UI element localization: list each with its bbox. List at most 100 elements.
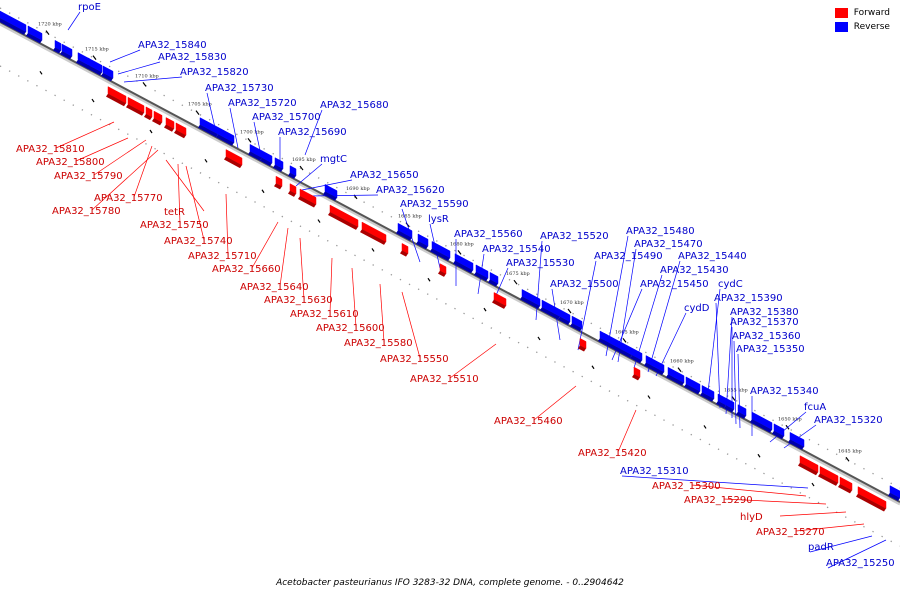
reverse-gene-label: rpoE <box>78 2 101 13</box>
reverse-gene-arrow-shadow <box>416 240 428 250</box>
reverse-gene-arrow-shadow <box>453 260 473 274</box>
reverse-leader-line <box>707 288 721 393</box>
legend-reverse-label: Reverse <box>853 22 890 32</box>
tick-label: 1645 kbp <box>838 448 862 454</box>
label-leader-lines <box>55 11 887 569</box>
reverse-gene-label: APA32_15720 <box>228 98 297 109</box>
forward-gene-label: APA32_15460 <box>494 416 563 427</box>
tick-label: 1675 kbp <box>506 271 530 277</box>
reverse-gene-label: APA32_15360 <box>732 331 801 342</box>
reverse-gene-label: APA32_15840 <box>138 40 207 51</box>
forward-gene-arrow-shadow <box>274 183 282 190</box>
reverse-gene-arrow-shadow <box>684 383 700 395</box>
forward-leader-line <box>449 343 497 379</box>
reverse-gene-label: APA32_15690 <box>278 127 347 138</box>
forward-leader-line <box>177 163 181 225</box>
forward-gene-label: APA32_15550 <box>380 354 449 365</box>
reverse-gene-arrow-shadow <box>602 340 632 359</box>
tick-label: 1705 kbp <box>188 102 212 108</box>
reverse-gene-arrow-shadow <box>60 51 72 60</box>
forward-gene-label: APA32_15640 <box>240 282 309 293</box>
reverse-leader-line <box>301 179 353 191</box>
forward-gene-arrow-shadow <box>818 473 838 486</box>
forward-gene-label: APA32_15290 <box>684 495 753 506</box>
tick-mark <box>703 425 707 429</box>
reverse-gene-arrow-shadow <box>216 134 234 146</box>
forward-gene-label: APA32_15610 <box>290 309 359 320</box>
reverse-gene-arrow-shadow <box>488 279 498 287</box>
tick-label: 1700 kbp <box>240 129 264 135</box>
tick-mark <box>483 307 487 312</box>
forward-gene-arrow-shadow <box>144 113 152 121</box>
reverse-gene-label: APA32_15470 <box>634 239 703 250</box>
reverse-leader-line <box>117 61 161 75</box>
tick-mark <box>513 279 518 285</box>
tick-mark <box>591 365 595 370</box>
reverse-leader-line <box>725 316 733 415</box>
reverse-gene-arrow-shadow <box>700 392 714 402</box>
reverse-gene-label: APA32_15500 <box>550 279 619 290</box>
tick-label: 1695 kbp <box>292 157 316 163</box>
tick-mark <box>457 249 462 255</box>
reverse-gene-label: APA32_15320 <box>814 415 883 426</box>
tick-mark <box>195 110 200 115</box>
reverse-gene-label: APA32_15310 <box>620 466 689 477</box>
dotted-guide-lines <box>0 7 900 547</box>
forward-gene-arrow-shadow <box>152 118 162 126</box>
reverse-leader-line <box>309 194 379 197</box>
tick-mark <box>845 456 850 462</box>
reverse-leader-line <box>123 76 183 83</box>
forward-gene-arrow-shadow <box>632 374 640 381</box>
forward-gene-arrow-shadow <box>438 270 446 277</box>
tick-mark <box>142 81 147 87</box>
forward-gene-arrow-shadow <box>360 229 386 245</box>
reverse-leader-line <box>229 107 239 149</box>
forward-gene-label: APA32_15740 <box>164 236 233 247</box>
forward-gene-label: tetR <box>164 207 185 218</box>
forward-leader-line <box>401 291 421 359</box>
forward-gene-label: APA32_15300 <box>652 481 721 492</box>
reverse-gene-label: APA32_15340 <box>750 386 819 397</box>
reverse-gene-label: fcuA <box>804 402 826 413</box>
reverse-leader-line <box>715 302 721 409</box>
tick-label: 1670 kbp <box>560 300 584 306</box>
legend-reverse: Reverse <box>834 22 890 32</box>
reverse-gene-label: mgtC <box>320 154 347 165</box>
tick-mark <box>567 308 572 314</box>
reverse-gene-arrow-shadow <box>53 47 61 54</box>
tick-mark <box>757 453 761 458</box>
tick-mark <box>204 159 208 163</box>
forward-leader-line <box>225 193 229 256</box>
tick-label: 1650 kbp <box>778 416 802 422</box>
forward-leader-line <box>251 221 279 269</box>
reverse-leader-line <box>304 109 323 156</box>
reverse-gene-label: APA32_15380 <box>730 307 799 318</box>
reverse-gene-label: APA32_15680 <box>320 100 389 111</box>
reverse-gene-arrow-shadow <box>198 124 218 138</box>
forward-gene-label: APA32_15270 <box>756 527 825 538</box>
reverse-leader-line <box>109 49 141 63</box>
tick-label: 1685 kbp <box>398 214 422 220</box>
reverse-gene-label: cydD <box>684 303 710 314</box>
tick-mark <box>247 137 252 143</box>
reverse-leader-line <box>769 411 807 443</box>
reverse-gene-arrow-shadow <box>86 64 102 76</box>
forward-gene-label: hlyD <box>740 512 763 523</box>
forward-gene-arrow-shadow <box>400 250 408 257</box>
dot-line-outer <box>0 65 900 547</box>
forward-gene-label: APA32_15790 <box>54 171 123 182</box>
tick-label: 1720 kbp <box>38 22 62 28</box>
tick-mark <box>622 337 627 343</box>
reverse-gene-label: APA32_15250 <box>826 558 895 569</box>
reverse-gene-arrow-shadow <box>101 72 113 82</box>
tick-mark <box>299 165 304 171</box>
gene-arrows <box>0 10 900 512</box>
tick-mark <box>811 482 815 487</box>
reverse-gene-arrow-shadow <box>520 296 540 309</box>
forward-gene-label: APA32_15750 <box>140 220 209 231</box>
forward-leader-line <box>723 498 827 505</box>
forward-leader-line <box>185 165 205 241</box>
forward-gene-label: APA32_15420 <box>578 448 647 459</box>
forward-gene-label: APA32_15600 <box>316 323 385 334</box>
forward-gene-label: APA32_15800 <box>36 157 105 168</box>
